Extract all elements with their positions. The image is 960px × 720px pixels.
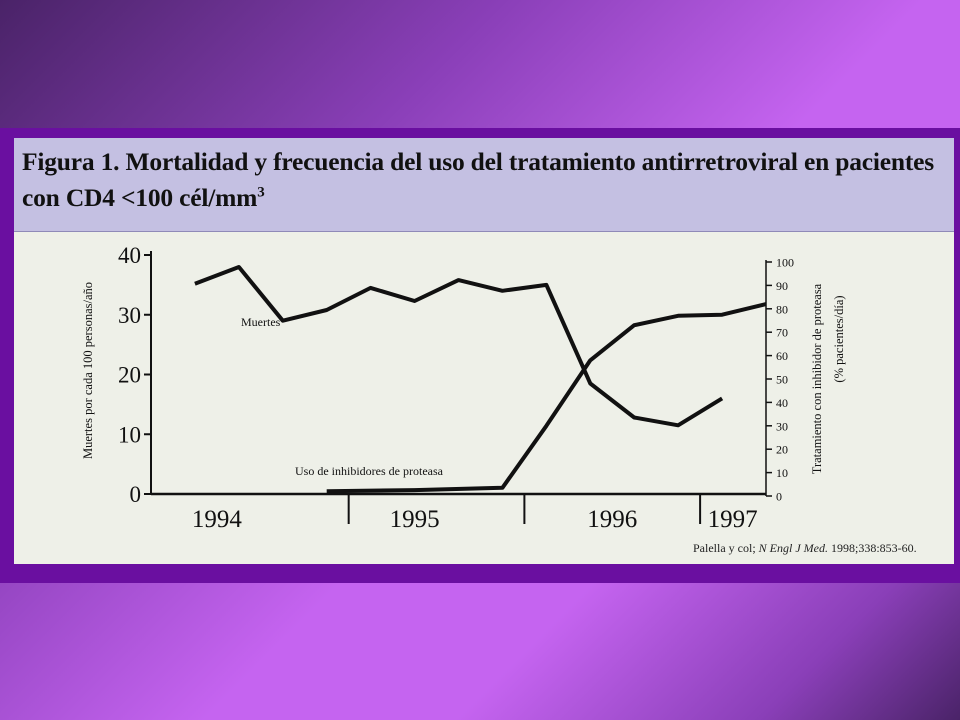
chart: 0 10 20 30 40 Muertes por cada 100 personas/a…: [81, 243, 846, 533]
left-tick-label: 10: [118, 422, 141, 447]
right-axis-label-line2: (% pacientes/día): [832, 295, 846, 382]
right-tick-label: 100: [776, 256, 794, 270]
series-line-inhibidores: [326, 302, 767, 494]
title-superscript: 3: [257, 184, 265, 201]
x-year-label: 1994: [192, 506, 243, 533]
left-tick-label: 40: [118, 243, 141, 268]
right-tick-label: 40: [776, 396, 788, 410]
series-label-inhibidores: Uso de inhibidores de proteasa: [295, 464, 444, 478]
right-tick-label: 10: [776, 466, 788, 480]
right-tick-label: 70: [776, 326, 788, 340]
x-year-label: 1995: [390, 506, 440, 533]
series-line-muertes: [194, 265, 724, 428]
title-bar: Figura 1. Mortalidad y frecuencia del us…: [14, 138, 954, 232]
right-tick-label: 30: [776, 419, 788, 433]
citation-journal: N Engl J Med.: [758, 541, 828, 555]
left-axis-label: Muertes por cada 100 personas/año: [81, 282, 95, 459]
citation-details: 1998;338:853-60.: [827, 541, 917, 555]
x-year-label: 1997: [708, 506, 758, 533]
left-tick-label: 20: [118, 363, 141, 388]
right-axis-label-line1: Tratamiento con inhibidor de proteasa: [810, 283, 824, 474]
right-tick-label: 90: [776, 279, 788, 293]
right-tick-label: 60: [776, 349, 788, 363]
right-tick-label: 50: [776, 373, 788, 387]
figure-title-text: Figura 1. Mortalidad y frecuencia del us…: [22, 147, 934, 212]
series-label-muertes: Muertes: [241, 315, 281, 329]
right-tick-label: 20: [776, 443, 788, 457]
left-tick-label: 0: [130, 482, 142, 507]
citation-authors: Palella y col;: [693, 541, 759, 555]
right-tick-label: 0: [776, 490, 782, 504]
citation: Palella y col; N Engl J Med. 1998;338:85…: [693, 541, 917, 556]
figure-title: Figura 1. Mortalidad y frecuencia del us…: [22, 144, 942, 216]
left-tick-label: 30: [118, 303, 141, 328]
right-tick-label: 80: [776, 302, 788, 316]
x-year-label: 1996: [587, 506, 637, 533]
figure-card: Figura 1. Mortalidad y frecuencia del us…: [14, 138, 954, 564]
